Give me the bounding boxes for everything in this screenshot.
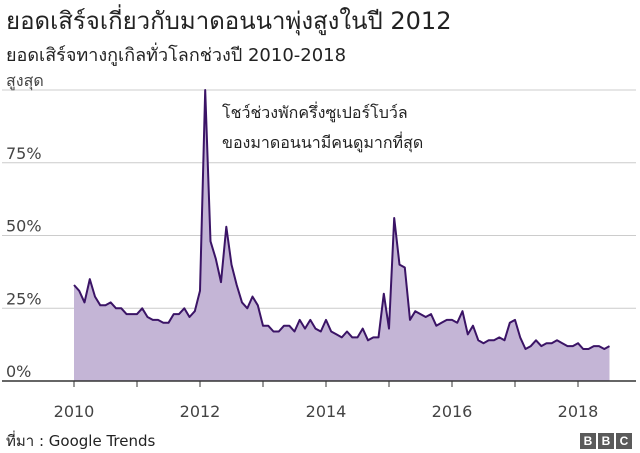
y-axis-labels: สูงสุด 75% 50% 25% 0% <box>6 71 44 381</box>
x-tick-label: 2018 <box>558 402 599 421</box>
y-tick-label: 50% <box>6 217 42 236</box>
y-tick-label: 0% <box>6 362 31 381</box>
x-tick-label: 2010 <box>54 402 95 421</box>
annotation-line-1: โชว์ช่วงพักครึ่งซูเปอร์โบว์ล <box>222 101 408 123</box>
x-tick-label: 2014 <box>306 402 347 421</box>
y-tick-label: 25% <box>6 289 42 308</box>
annotation-line-2: ของมาดอนนามีคนดูมากที่สุด <box>222 131 423 153</box>
grid-lines <box>2 89 636 309</box>
chart-title: ยอดเสิร์จเกี่ยวกับมาดอนนาพุ่งสูงในปี 201… <box>6 7 452 35</box>
x-axis-ticks <box>73 381 579 387</box>
bbc-logo-letter: C <box>616 433 632 449</box>
x-tick-label: 2016 <box>432 402 473 421</box>
chart-subtitle: ยอดเสิร์จทางกูเกิลทั่วโลกช่วงปี 2010-201… <box>6 45 347 66</box>
series-area <box>74 90 610 381</box>
bbc-logo: B B C <box>580 433 632 449</box>
x-tick-label: 2012 <box>180 402 221 421</box>
bbc-logo-letter: B <box>598 433 614 449</box>
bbc-logo-letter: B <box>580 433 596 449</box>
source-note: ที่มา : Google Trends <box>6 432 156 450</box>
series-line <box>73 89 610 350</box>
y-tick-label: สูงสุด <box>6 71 44 91</box>
y-tick-label: 75% <box>6 144 42 163</box>
x-axis-labels: 2010 2012 2014 2016 2018 <box>54 402 599 421</box>
